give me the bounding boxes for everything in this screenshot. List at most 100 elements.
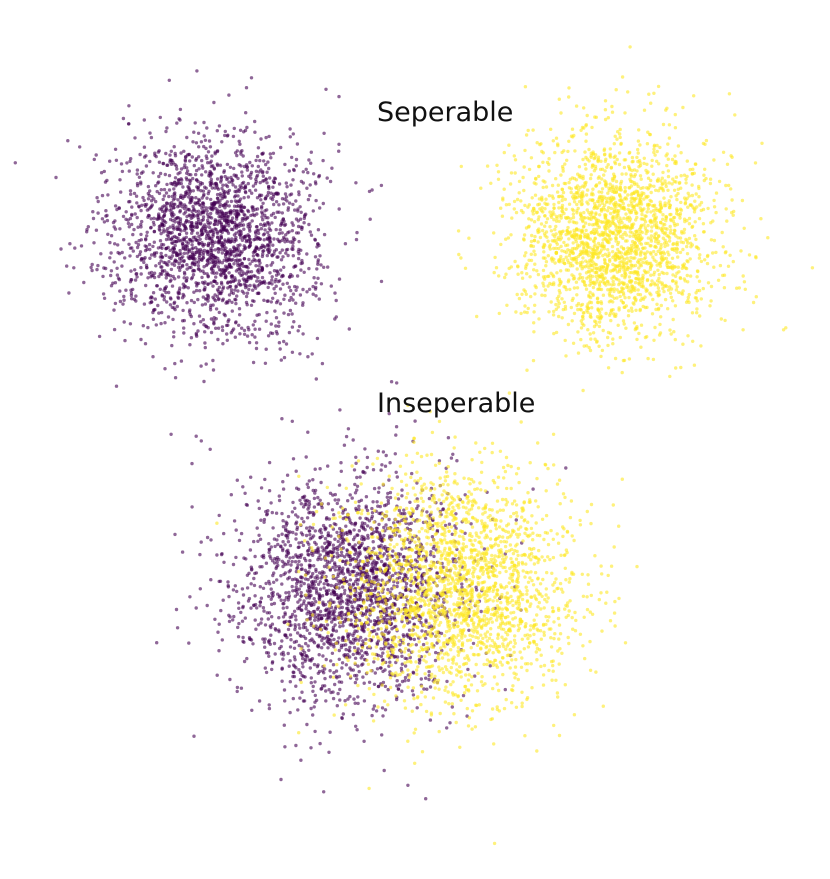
scatter-point (568, 287, 572, 292)
scatter-point (188, 159, 192, 163)
scatter-point (243, 234, 247, 239)
scatter-point (225, 240, 230, 244)
scatter-point (234, 209, 239, 213)
scatter-point (133, 136, 137, 140)
scatter-point (544, 185, 549, 189)
scatter-point (665, 271, 669, 276)
scatter-point (301, 181, 305, 185)
scatter-point (567, 202, 572, 206)
scatter-point (514, 210, 519, 215)
scatter-point (244, 190, 248, 195)
scatter-point (248, 283, 252, 288)
scatter-point (160, 310, 164, 315)
scatter-point (656, 84, 661, 89)
scatter-point (593, 155, 597, 160)
scatter-point (167, 260, 171, 264)
scatter-point (344, 663, 348, 667)
scatter-point (291, 254, 295, 258)
scatter-point (655, 279, 660, 283)
scatter-point (596, 307, 600, 311)
scatter-point (240, 219, 245, 223)
scatter-point (242, 332, 247, 336)
scatter-point (551, 210, 555, 214)
scatter-point (563, 261, 567, 266)
scatter-point (244, 111, 248, 115)
scatter-point (620, 273, 624, 278)
scatter-point (267, 542, 271, 546)
scatter-point (257, 264, 261, 268)
scatter-point (741, 328, 745, 332)
scatter-point (497, 274, 501, 278)
scatter-point (496, 177, 501, 181)
scatter-point (159, 231, 163, 236)
scatter-point (337, 94, 341, 99)
scatter-point (194, 196, 198, 200)
scatter-point (68, 242, 72, 246)
scatter-point (667, 123, 672, 127)
scatter-point (232, 262, 236, 266)
scatter-point (618, 290, 623, 294)
scatter-point (152, 240, 156, 244)
scatter-point (572, 311, 577, 316)
scatter-point (158, 171, 163, 176)
scatter-point (671, 177, 675, 181)
scatter-point (109, 284, 114, 288)
scatter-point (609, 318, 613, 323)
scatter-point (148, 296, 153, 300)
scatter-point (607, 237, 611, 241)
scatter-point (146, 184, 151, 189)
scatter-point (576, 254, 580, 259)
scatter-point (287, 230, 291, 234)
scatter-point (551, 139, 555, 143)
scatter-point (127, 225, 131, 229)
scatter-point (648, 267, 653, 271)
scatter-point (608, 258, 612, 262)
scatter-point (134, 240, 138, 245)
scatter-point (661, 122, 666, 127)
scatter-point (219, 273, 223, 278)
scatter-point (675, 243, 680, 247)
scatter-point (579, 303, 583, 308)
scatter-point (753, 161, 758, 165)
scatter-point (661, 213, 665, 217)
scatter-point (524, 251, 528, 255)
scatter-point (205, 196, 209, 200)
scatter-point (179, 195, 183, 199)
scatter-point (229, 265, 234, 269)
scatter-point (459, 164, 463, 169)
scatter-point (563, 338, 567, 343)
scatter-point (622, 265, 627, 269)
scatter-point (215, 259, 219, 263)
scatter-point (576, 330, 580, 334)
scatter-point (204, 362, 208, 366)
scatter-point (238, 332, 242, 336)
scatter-point (644, 231, 648, 236)
scatter-point (656, 241, 660, 246)
scatter-point (135, 168, 140, 172)
scatter-point (616, 231, 621, 236)
scatter-point (173, 307, 177, 312)
scatter-point (639, 345, 643, 349)
scatter-point (164, 204, 168, 208)
scatter-point (313, 529, 317, 533)
scatter-point (178, 210, 182, 214)
scatter-point (729, 154, 733, 158)
scatter-point (596, 157, 601, 162)
scatter-point (555, 242, 559, 246)
scatter-point (237, 621, 241, 626)
scatter-point (681, 247, 685, 252)
scatter-point (153, 151, 157, 155)
scatter-point (201, 295, 205, 299)
scatter-point (225, 338, 229, 342)
scatter-point (557, 200, 561, 205)
scatter-point (262, 298, 266, 302)
scatter-point (620, 370, 624, 375)
scatter-point (683, 219, 687, 224)
scatter-point (160, 293, 164, 297)
scatter-point (278, 302, 283, 306)
scatter-point (606, 240, 610, 245)
scatter-point (553, 261, 557, 265)
scatter-point (259, 198, 263, 202)
scatter-point (299, 268, 303, 272)
scatter-point (253, 250, 257, 254)
